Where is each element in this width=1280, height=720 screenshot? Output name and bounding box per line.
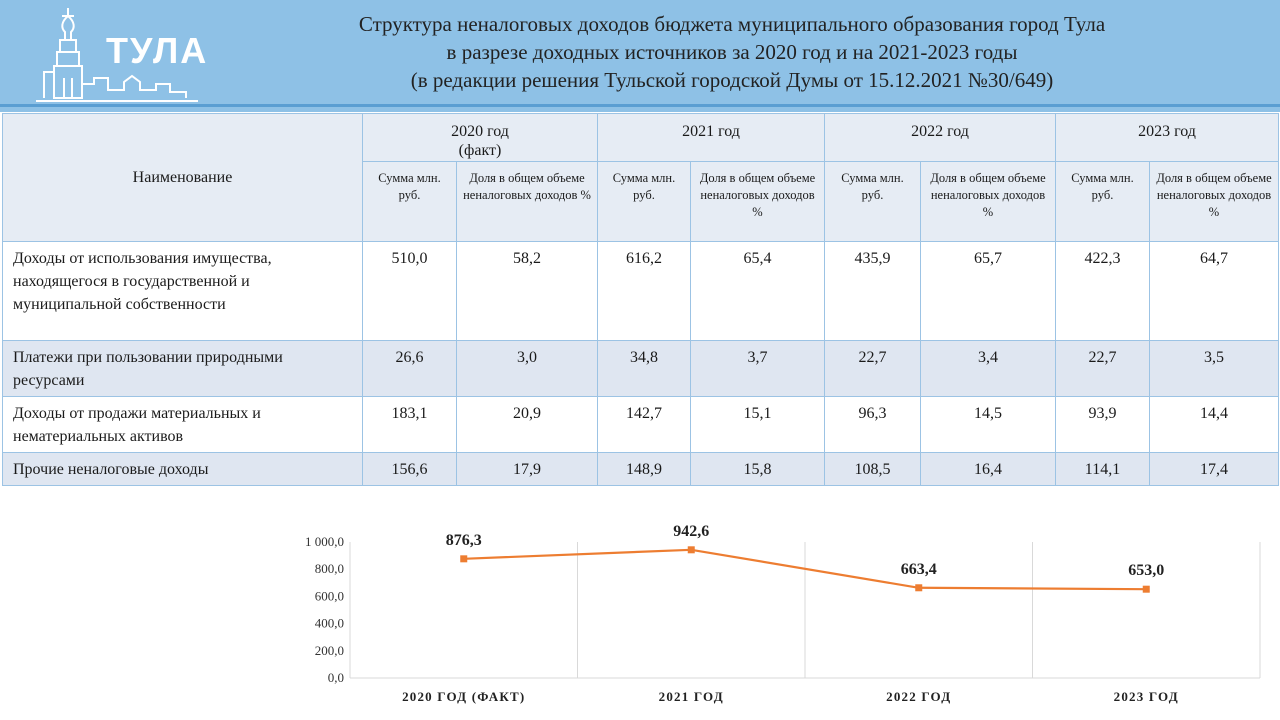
- cell-value: 14,5: [920, 396, 1056, 453]
- cell-value: 93,9: [1055, 396, 1150, 453]
- share-subheader: Доля в общем объеме неналоговых доходов …: [920, 161, 1056, 242]
- cell-value: 3,0: [456, 340, 598, 397]
- y-tick-label: 1 000,0: [305, 534, 344, 549]
- x-category-label: 2021 ГОД: [659, 689, 724, 704]
- table-row: Доходы от продажи материальных и нематер…: [2, 396, 1279, 453]
- data-point-marker: [687, 546, 695, 554]
- cell-value: 108,5: [824, 452, 921, 486]
- row-name: Доходы от использования имущества, наход…: [2, 241, 363, 341]
- table-row: Прочие неналоговые доходы 156,6 17,9 148…: [2, 452, 1279, 486]
- sum-subheader: Сумма млн. руб.: [824, 161, 921, 242]
- cell-value: 96,3: [824, 396, 921, 453]
- y-tick-label: 200,0: [315, 643, 344, 658]
- x-category-label: 2020 ГОД (ФАКТ): [402, 689, 525, 704]
- cell-value: 65,4: [690, 241, 825, 341]
- share-subheader: Доля в общем объеме неналоговых доходов …: [1149, 161, 1279, 242]
- income-table: Наименование 2020 год (факт) 2021 год 20…: [2, 113, 1279, 486]
- cell-value: 17,4: [1149, 452, 1279, 486]
- cell-value: 435,9: [824, 241, 921, 341]
- sum-subheader: Сумма млн. руб.: [1055, 161, 1150, 242]
- cell-value: 616,2: [597, 241, 691, 341]
- data-point-marker: [1142, 585, 1150, 593]
- title-line: в разрезе доходных источников за 2020 го…: [446, 40, 1018, 64]
- y-tick-label: 800,0: [315, 561, 344, 576]
- cell-value: 14,4: [1149, 396, 1279, 453]
- share-subheader: Доля в общем объеме неналоговых доходов …: [456, 161, 598, 242]
- sum-subheader: Сумма млн. руб.: [362, 161, 457, 242]
- cell-value: 156,6: [362, 452, 457, 486]
- cell-value: 422,3: [1055, 241, 1150, 341]
- table-row: Платежи при пользовании природными ресур…: [2, 340, 1279, 397]
- data-point-marker: [915, 584, 923, 592]
- cell-value: 22,7: [1055, 340, 1150, 397]
- cell-value: 17,9: [456, 452, 598, 486]
- cell-value: 26,6: [362, 340, 457, 397]
- cell-value: 64,7: [1149, 241, 1279, 341]
- data-label: 653,0: [1128, 562, 1164, 579]
- header-banner: ТУЛА Структура неналоговых доходов бюдже…: [0, 0, 1280, 112]
- share-subheader: Доля в общем объеме неналоговых доходов …: [690, 161, 825, 242]
- cell-value: 15,1: [690, 396, 825, 453]
- data-label: 876,3: [446, 532, 482, 549]
- cell-value: 65,7: [920, 241, 1056, 341]
- cell-value: 183,1: [362, 396, 457, 453]
- sum-subheader: Сумма млн. руб.: [597, 161, 691, 242]
- y-tick-label: 400,0: [315, 616, 344, 631]
- line-chart: 0,0 200,0 400,0 600,0 800,0 1 000,0 2020 ГОД (…: [305, 523, 1261, 704]
- cell-value: 20,9: [456, 396, 598, 453]
- data-label: 942,6: [673, 523, 709, 540]
- row-name: Платежи при пользовании природными ресур…: [2, 340, 363, 397]
- header-divider: [0, 104, 1280, 107]
- page-title: Структура неналоговых доходов бюджета му…: [240, 10, 1224, 94]
- row-name: Прочие неналоговые доходы: [2, 452, 363, 486]
- cell-value: 22,7: [824, 340, 921, 397]
- y-tick-label: 600,0: [315, 588, 344, 603]
- logo-text: ТУЛА: [106, 30, 209, 71]
- y-tick-label: 0,0: [328, 670, 344, 685]
- year-header: 2023 год: [1055, 113, 1279, 162]
- year-header: 2022 год: [824, 113, 1056, 162]
- cell-value: 15,8: [690, 452, 825, 486]
- cell-value: 510,0: [362, 241, 457, 341]
- x-category-label: 2023 ГОД: [1114, 689, 1179, 704]
- cell-value: 58,2: [456, 241, 598, 341]
- tula-kremlin-logo-icon: [36, 8, 198, 102]
- series-line: [463, 548, 1147, 591]
- data-point-marker: [460, 555, 468, 563]
- cell-value: 148,9: [597, 452, 691, 486]
- title-line: Структура неналоговых доходов бюджета му…: [358, 12, 1106, 36]
- cell-value: 114,1: [1055, 452, 1150, 486]
- data-label: 663,4: [901, 561, 937, 578]
- year-header: 2020 год (факт): [362, 113, 598, 162]
- cell-value: 3,7: [690, 340, 825, 397]
- x-category-label: 2022 ГОД: [886, 689, 951, 704]
- cell-value: 3,4: [920, 340, 1056, 397]
- cell-value: 3,5: [1149, 340, 1279, 397]
- row-name: Доходы от продажи материальных и нематер…: [2, 396, 363, 453]
- title-line: (в редакции решения Тульской городской Д…: [410, 68, 1054, 92]
- cell-value: 142,7: [597, 396, 691, 453]
- table-row: Доходы от использования имущества, наход…: [2, 241, 1279, 341]
- year-header: 2021 год: [597, 113, 825, 162]
- column-header-name: Наименование: [2, 113, 363, 242]
- cell-value: 16,4: [920, 452, 1056, 486]
- cell-value: 34,8: [597, 340, 691, 397]
